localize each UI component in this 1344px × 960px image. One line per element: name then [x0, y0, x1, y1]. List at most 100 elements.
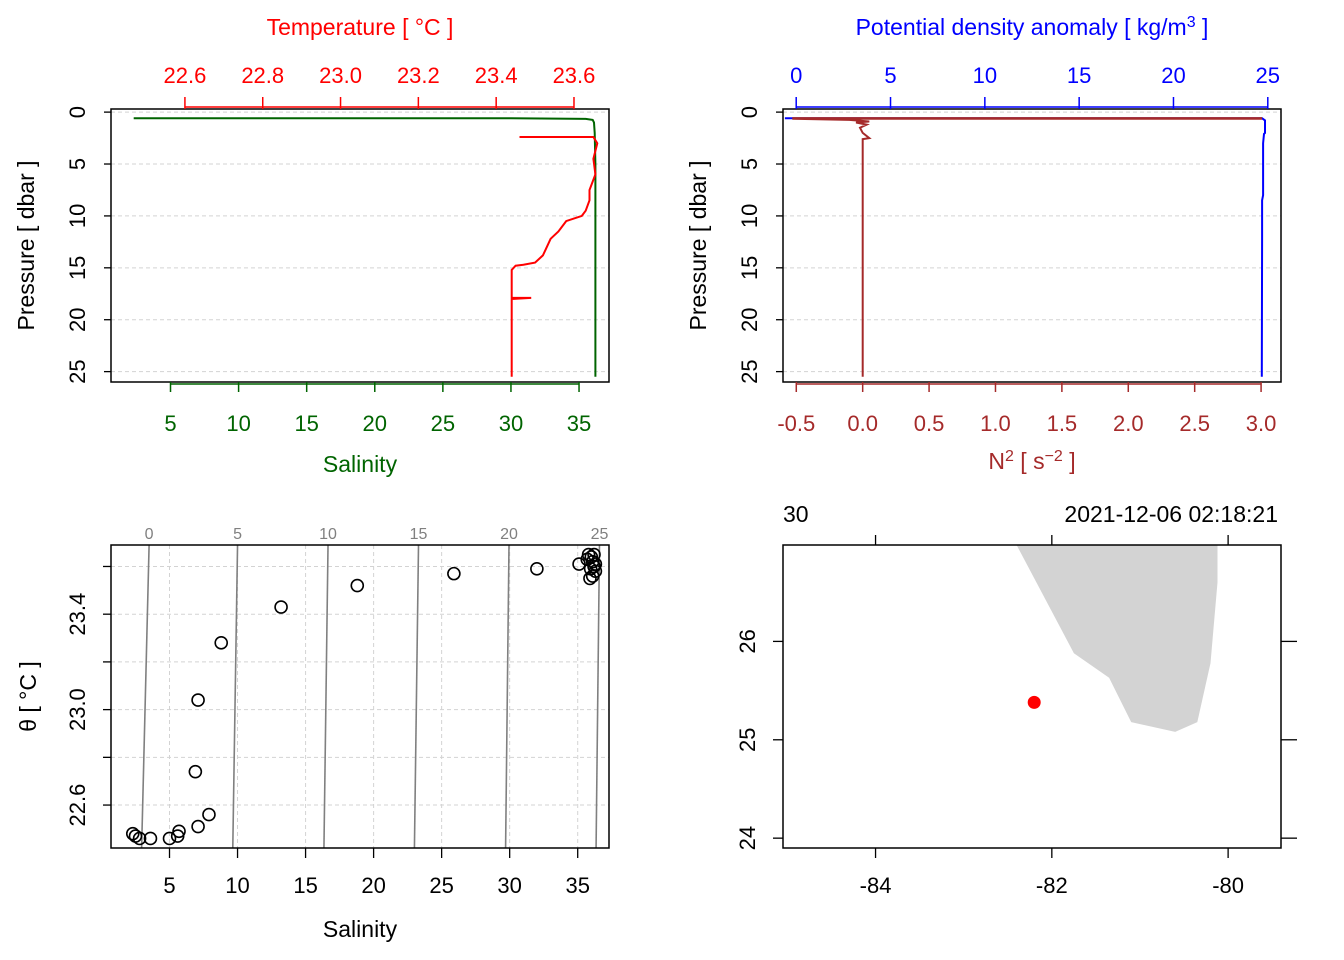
y-tick-label: 23.0: [65, 688, 90, 731]
map-frame: [782, 544, 1282, 849]
y-tick-label: 24: [735, 826, 760, 850]
density-profile-line: [784, 117, 1266, 377]
temperature-profile-line: [510, 136, 599, 377]
top-tick-label: 25: [1256, 63, 1280, 88]
top-tick-label: 23.0: [319, 63, 362, 88]
x-tick-label: -82: [1036, 873, 1068, 898]
chart-title: Temperature [ °C ]: [267, 14, 454, 40]
y-tick-label: 25: [735, 728, 760, 752]
y-tick-label: 26: [735, 629, 760, 653]
x-tick-label: 30: [497, 873, 521, 898]
ts-data-point: [125, 826, 140, 841]
plot-frame: [110, 108, 610, 383]
top-tick-label: 22.6: [164, 63, 207, 88]
panel-station-map: -84 -82 -80 24 25 26 30 2021-12-06 02:18:21: [735, 501, 1297, 898]
ts-data-point: [172, 824, 186, 839]
y-axis-title: Pressure [ dbar ]: [685, 160, 711, 330]
y-axis-title: θ [ °C ]: [15, 661, 41, 732]
x-tick-label: 15: [294, 411, 318, 436]
isopycnal-line: [231, 544, 239, 849]
ts-data-point: [583, 571, 597, 586]
x-tick-label: 3.0: [1246, 411, 1277, 436]
y-tick-label: 25: [737, 359, 762, 383]
isopycnal-label: 10: [319, 526, 337, 543]
ts-data-point: [530, 562, 544, 576]
y-tick-label: 0: [65, 106, 90, 118]
x-tick-label: 5: [163, 873, 175, 898]
isopycnal-label: 20: [500, 526, 518, 543]
ts-data-point: [583, 562, 598, 576]
x-tick-label: 0.5: [914, 411, 945, 436]
y-tick-label: 23.4: [65, 593, 90, 636]
panel-ts-diagram: 0 5 10 15 20 25 5 10 15 20 25 30 35 Salinity 22.6 23.0 2…: [15, 526, 610, 942]
land-polygon: [1016, 545, 1218, 732]
salinity-profile-line: [133, 117, 597, 377]
x-tick-label: 0.0: [847, 411, 878, 436]
ts-data-point: [581, 547, 596, 562]
y-tick-label: 15: [737, 256, 762, 280]
ts-data-point: [143, 831, 158, 846]
x-tick-label: 10: [225, 873, 249, 898]
isopycnal-line: [323, 544, 329, 849]
ts-data-point: [588, 557, 603, 571]
top-tick-label: 23.6: [553, 63, 596, 88]
x-tick-label: 2.5: [1179, 411, 1210, 436]
panel-temperature-salinity-profile: 0 5 10 15 20 25 Pressure [ dbar ] 5 10 15 20 25 30 35…: [13, 14, 610, 477]
x-tick-label: 2.0: [1113, 411, 1144, 436]
plot-frame: [110, 544, 610, 849]
ts-data-point: [162, 831, 177, 846]
ts-data-point: [587, 547, 601, 562]
top-tick-label: 22.8: [241, 63, 284, 88]
top-tick-label: 23.2: [397, 63, 440, 88]
y-tick-label: 5: [737, 158, 762, 170]
ts-data-point: [447, 566, 461, 581]
x-tick-label: 25: [431, 411, 455, 436]
top-tick-label: 23.4: [475, 63, 518, 88]
x-tick-label: -0.5: [777, 411, 815, 436]
x-tick-label: 20: [361, 873, 385, 898]
map-time-label: 2021-12-06 02:18:21: [1064, 501, 1278, 527]
isopycnal-label: 0: [145, 526, 154, 543]
isopycnal-line: [413, 544, 420, 849]
isopycnal-label: 25: [591, 526, 609, 543]
chart-title: Potential density anomaly [ kg/m3 ]: [856, 14, 1209, 41]
y-tick-label: 15: [65, 256, 90, 280]
station-marker: [1027, 695, 1041, 709]
map-station-label: 30: [783, 501, 809, 527]
y-tick-label: 0: [737, 106, 762, 118]
ts-data-point: [188, 764, 203, 779]
isopycnal-line: [504, 544, 510, 849]
plot-frame: [782, 108, 1282, 383]
y-axis-title: Pressure [ dbar ]: [13, 160, 39, 330]
isopycnal-label: 15: [410, 526, 428, 543]
top-tick-label: 5: [884, 63, 896, 88]
isopycnal-line: [140, 544, 150, 849]
x-tick-label: 20: [363, 411, 387, 436]
y-tick-label: 20: [65, 307, 90, 331]
x-tick-label: 35: [565, 873, 589, 898]
x-tick-label: 1.0: [980, 411, 1011, 436]
y-tick-label: 10: [65, 204, 90, 228]
y-tick-label: 22.6: [65, 784, 90, 827]
y-tick-label: 20: [737, 307, 762, 331]
x-tick-label: 25: [429, 873, 453, 898]
n2-profile-line: [792, 117, 1263, 377]
isopycnal-label: 5: [233, 526, 242, 543]
ts-data-point: [214, 636, 229, 650]
top-tick-label: 0: [790, 63, 802, 88]
x-tick-label: 1.5: [1047, 411, 1078, 436]
x-tick-label: 5: [164, 411, 176, 436]
x-tick-label: 30: [499, 411, 523, 436]
x-tick-label: 10: [226, 411, 250, 436]
isopycnal-line: [595, 544, 601, 849]
panel-density-n2-profile: 0 5 10 15 20 25 Pressure [ dbar ] -0.5 0.0 0.5 1.0…: [685, 14, 1282, 474]
top-tick-label: 10: [973, 63, 997, 88]
x-axis-title: Salinity: [323, 451, 398, 477]
ts-data-point: [191, 693, 205, 707]
x-tick-label: -84: [860, 873, 892, 898]
ts-data-point: [350, 578, 365, 593]
x-tick-label: -80: [1212, 873, 1244, 898]
x-axis-title: Salinity: [323, 916, 398, 942]
ts-data-point: [202, 807, 216, 822]
